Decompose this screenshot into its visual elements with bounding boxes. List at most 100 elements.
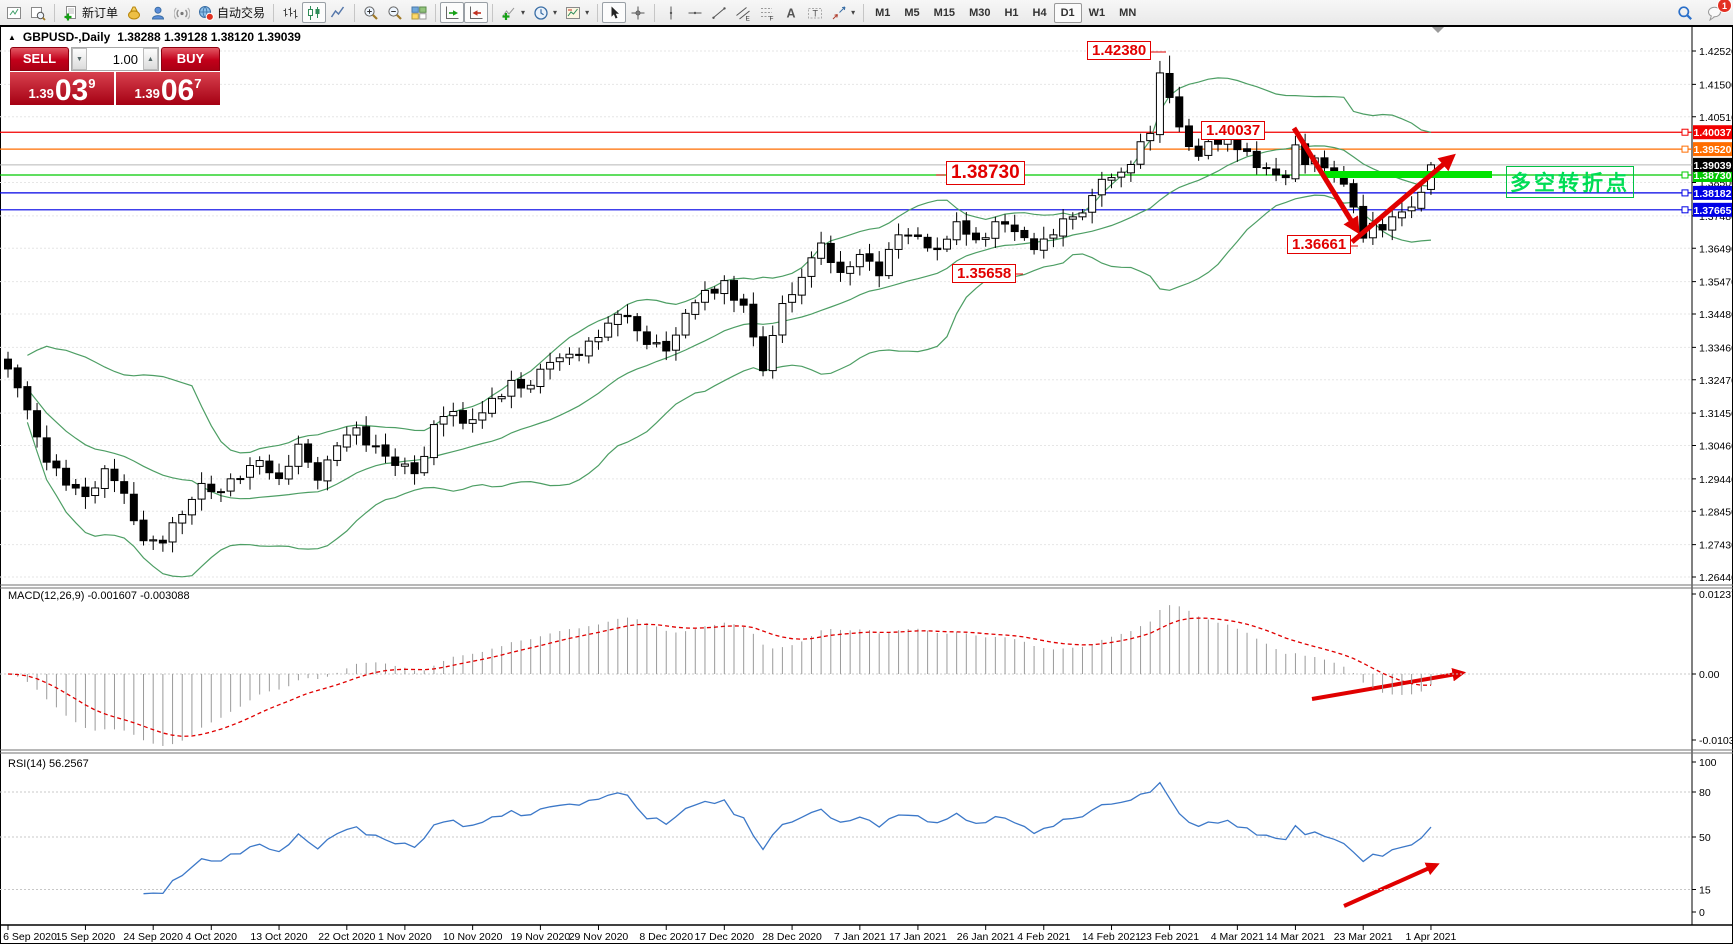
sell-price-big: 03 [54,74,89,107]
signals-button[interactable] [170,2,194,23]
new-chart-button[interactable] [2,2,26,23]
svg-text:1.35470: 1.35470 [1699,277,1733,289]
svg-text:1 Apr 2021: 1 Apr 2021 [1406,931,1457,943]
chart-frame [0,25,1733,944]
zoom-in-button[interactable] [359,2,383,23]
chart-bars-button[interactable] [278,2,302,23]
macd-axis[interactable]: 0.012372 0.00 -0.010374 [1692,589,1733,747]
timeframe-H1[interactable]: H1 [1004,6,1019,19]
buy-price-big: 06 [160,74,195,107]
shapes-button[interactable]: ▾ [827,2,859,23]
crosshair-icon [631,6,645,19]
volume-decrease-button[interactable]: ▼ [72,48,87,70]
auto-scroll-button[interactable] [440,2,465,23]
chart-shift-button[interactable] [464,2,489,23]
rsi-label: RSI(14) 56.2567 [8,758,89,770]
dropdown-caret-icon[interactable]: ▾ [851,8,856,17]
drawings [936,27,1492,908]
svg-text:14 Feb 2021: 14 Feb 2021 [1082,931,1141,943]
auto-trading-button[interactable]: 自动交易 [194,2,269,23]
notifications-button[interactable]: 1 [1703,0,1732,23]
cursor-button[interactable] [602,2,627,23]
price-annotation[interactable]: 1.35658 [952,264,1017,283]
toolbar-separator [654,3,656,22]
dropdown-caret-icon[interactable]: ▾ [521,8,526,17]
market-button[interactable] [122,2,146,23]
timeframe-M30[interactable]: M30 [969,6,991,19]
templates-button[interactable]: ▾ [561,2,593,23]
dropdown-caret-icon[interactable]: ▾ [585,8,590,17]
svg-text:15 Sep 2020: 15 Sep 2020 [56,931,116,943]
chart-line-icon [330,6,345,17]
svg-text:50: 50 [1699,832,1711,844]
svg-text:4 Feb 2021: 4 Feb 2021 [1017,931,1070,943]
price-annotation[interactable]: 1.40037 [1201,121,1266,140]
new-order-button[interactable]: 新订单 [59,2,122,23]
rsi-axis[interactable]: 100 80 50 15 0 [1692,757,1717,919]
fibonacci-button[interactable]: F [755,2,779,23]
toolbar-separator [863,3,865,22]
svg-text:1.26440: 1.26440 [1699,572,1733,584]
text-button[interactable]: A [779,2,803,23]
svg-text:1.29440: 1.29440 [1699,474,1733,486]
collapse-arrow-icon[interactable]: ▲ [8,32,16,42]
search-button[interactable] [1673,2,1697,23]
text-label-button[interactable]: T [803,2,827,23]
community-icon [152,6,165,19]
volume-increase-button[interactable]: ▲ [143,48,158,70]
sell-price[interactable]: 1.39 03 9 [10,72,114,107]
community-button[interactable] [146,2,170,23]
price-axis[interactable]: 1.425201.415001.405101.385001.374801.364… [1691,26,1733,925]
buy-price[interactable]: 1.39 06 7 [116,72,220,107]
svg-text:1.33460: 1.33460 [1699,342,1733,354]
pane-splitters [0,584,1733,754]
periods-icon [534,5,548,20]
tile-windows-button[interactable] [407,2,431,23]
svg-text:1.31450: 1.31450 [1699,408,1733,420]
trendline-button[interactable] [707,2,731,23]
timeframe-D1[interactable]: D1 [1053,2,1082,23]
price-annotation[interactable]: 1.42380 [1087,41,1152,60]
price-annotation[interactable]: 1.38730 [946,161,1025,185]
chart-line-button[interactable] [326,2,350,23]
timeframe-MN[interactable]: MN [1119,6,1137,19]
svg-text:13 Oct 2020: 13 Oct 2020 [250,931,307,943]
reversal-note[interactable]: 多空转折点 [1506,166,1634,198]
zoom-out-button[interactable] [383,2,407,23]
timeframe-M5[interactable]: M5 [904,6,920,19]
profiles-button[interactable] [26,2,50,23]
sell-button[interactable]: SELL [10,47,69,71]
price-badges: 1.40037 1.39520 1.38730 1.38182 1.37665 1.390… [1693,125,1732,217]
timeframe-M15[interactable]: M15 [933,6,956,19]
hline-button[interactable] [683,2,707,23]
timeframe-H4[interactable]: H4 [1032,6,1047,19]
timeframe-M1[interactable]: M1 [875,6,891,19]
volume-input[interactable] [87,48,143,70]
buy-button[interactable]: BUY [161,47,220,71]
buy-price-prefix: 1.39 [134,86,160,101]
timeframe-W1[interactable]: W1 [1088,6,1106,19]
svg-text:1.30460: 1.30460 [1699,441,1733,453]
price-annotation[interactable]: 1.36661 [1287,235,1352,254]
toolbar-separator [54,3,55,22]
hline-icon [688,11,702,14]
svg-text:1.37665: 1.37665 [1694,205,1732,217]
dropdown-caret-icon[interactable]: ▾ [553,8,558,17]
profiles-icon [31,6,46,21]
crosshair-button[interactable] [626,2,650,23]
zoom-in-icon [364,5,378,20]
auto-trading-label: 自动交易 [217,6,266,20]
periods-button[interactable]: ▾ [529,2,561,23]
svg-text:80: 80 [1699,787,1711,799]
vline-button[interactable] [659,2,683,23]
svg-text:4 Oct 2020: 4 Oct 2020 [186,931,238,943]
indicators-button[interactable]: ▾ [497,2,529,23]
svg-text:1.41500: 1.41500 [1699,79,1733,91]
signals-icon [174,7,191,19]
svg-text:24 Sep 2020: 24 Sep 2020 [123,931,183,943]
price-grid [0,50,1692,578]
chart-candles-button[interactable] [302,2,327,23]
channel-button[interactable]: E [731,2,755,23]
